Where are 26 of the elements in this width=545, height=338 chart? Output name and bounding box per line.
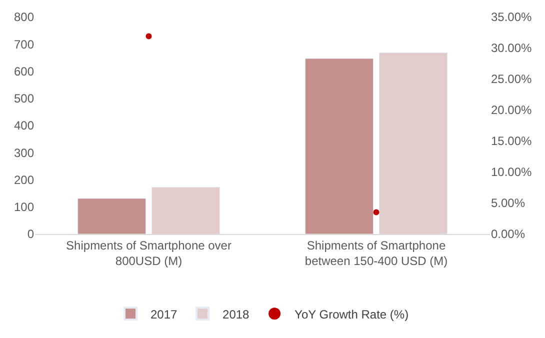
y2-tick-label: 15.00% — [491, 134, 532, 148]
y2-tick-label: 10.00% — [491, 165, 532, 180]
bar — [151, 186, 220, 234]
y-tick-label: 700 — [14, 37, 34, 52]
y2-tick-label: 35.00% — [491, 10, 532, 24]
y2-tick-label: 5.00% — [491, 196, 526, 210]
y2-tick-label: 0.00% — [491, 227, 526, 242]
y2-tick-label: 25.00% — [491, 72, 532, 86]
y-tick-label: 300 — [14, 146, 34, 160]
y2-tick-label: 20.00% — [491, 103, 532, 118]
legend-label: YoY Growth Rate (%) — [294, 307, 409, 322]
legend-label: 2018 — [222, 307, 250, 322]
bar — [378, 52, 448, 234]
bar — [78, 198, 146, 234]
x-tick-label: Shipments of Smartphone over 800USD (M) — [66, 238, 232, 268]
y-tick-label: 800 — [14, 10, 34, 24]
y-tick-label: 400 — [14, 118, 34, 133]
legend-label: 2017 — [150, 307, 178, 322]
y-tick-label: 100 — [14, 200, 34, 214]
y-tick-label: 500 — [14, 92, 34, 106]
y2-tick-label: 30.00% — [491, 41, 532, 56]
bar — [305, 58, 374, 234]
x-tick-label: Shipments of Smartphone between 150-400 USD (M) — [304, 238, 448, 268]
y-tick-label: 0 — [27, 227, 34, 242]
y-tick-label: 200 — [14, 172, 34, 187]
y-tick-label: 600 — [14, 64, 34, 78]
